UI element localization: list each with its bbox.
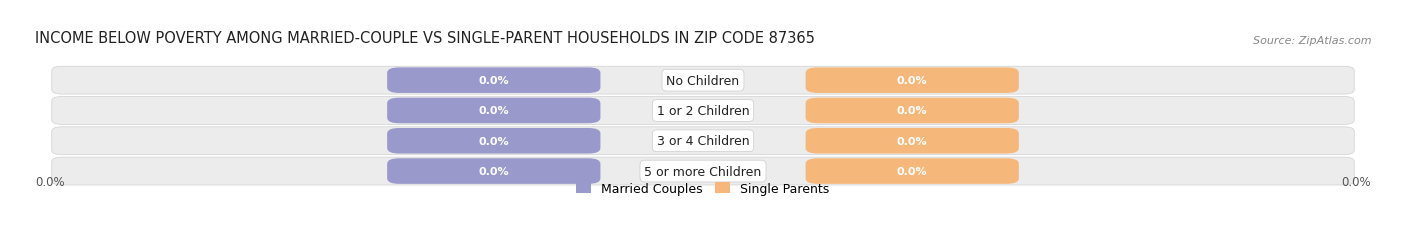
Legend: Married Couples, Single Parents: Married Couples, Single Parents bbox=[576, 182, 830, 195]
FancyBboxPatch shape bbox=[387, 98, 600, 124]
Text: INCOME BELOW POVERTY AMONG MARRIED-COUPLE VS SINGLE-PARENT HOUSEHOLDS IN ZIP COD: INCOME BELOW POVERTY AMONG MARRIED-COUPL… bbox=[35, 31, 814, 46]
FancyBboxPatch shape bbox=[52, 97, 1354, 125]
FancyBboxPatch shape bbox=[387, 128, 600, 154]
Text: 0.0%: 0.0% bbox=[897, 106, 928, 116]
Text: 0.0%: 0.0% bbox=[478, 166, 509, 176]
Text: 0.0%: 0.0% bbox=[897, 76, 928, 86]
Text: 0.0%: 0.0% bbox=[478, 106, 509, 116]
FancyBboxPatch shape bbox=[52, 158, 1354, 185]
Text: 0.0%: 0.0% bbox=[478, 76, 509, 86]
FancyBboxPatch shape bbox=[806, 128, 1019, 154]
Text: 0.0%: 0.0% bbox=[897, 136, 928, 146]
FancyBboxPatch shape bbox=[806, 68, 1019, 94]
FancyBboxPatch shape bbox=[806, 159, 1019, 184]
Text: 0.0%: 0.0% bbox=[897, 166, 928, 176]
Text: Source: ZipAtlas.com: Source: ZipAtlas.com bbox=[1253, 36, 1371, 46]
Text: 0.0%: 0.0% bbox=[35, 175, 65, 188]
FancyBboxPatch shape bbox=[52, 67, 1354, 95]
Text: 5 or more Children: 5 or more Children bbox=[644, 165, 762, 178]
Text: 3 or 4 Children: 3 or 4 Children bbox=[657, 135, 749, 148]
FancyBboxPatch shape bbox=[806, 98, 1019, 124]
Text: 0.0%: 0.0% bbox=[478, 136, 509, 146]
Text: 0.0%: 0.0% bbox=[1341, 175, 1371, 188]
Text: 1 or 2 Children: 1 or 2 Children bbox=[657, 104, 749, 117]
FancyBboxPatch shape bbox=[387, 159, 600, 184]
Text: No Children: No Children bbox=[666, 74, 740, 87]
FancyBboxPatch shape bbox=[52, 127, 1354, 155]
FancyBboxPatch shape bbox=[387, 68, 600, 94]
